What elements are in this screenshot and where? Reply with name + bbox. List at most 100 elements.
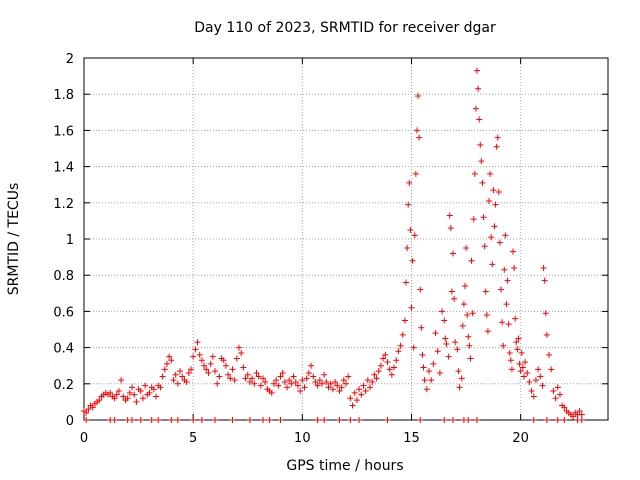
data-point <box>413 127 420 134</box>
data-point <box>168 357 175 364</box>
data-point <box>146 389 153 396</box>
data-point <box>303 375 310 382</box>
y-tick-label: 0.8 <box>53 269 74 284</box>
data-point <box>514 346 521 353</box>
data-point <box>203 366 210 373</box>
y-tick-label: 1 <box>66 233 74 248</box>
data-point <box>238 350 245 357</box>
data-point <box>478 158 485 165</box>
data-point <box>377 362 384 369</box>
data-point <box>347 395 354 402</box>
data-point <box>443 340 450 347</box>
data-point <box>416 134 423 141</box>
data-point <box>83 409 90 416</box>
data-point <box>554 417 561 423</box>
data-point <box>541 277 548 284</box>
data-point <box>229 417 236 423</box>
data-point <box>89 404 96 411</box>
data-point <box>543 417 550 423</box>
x-axis-label: GPS time / hours <box>286 458 403 474</box>
data-point <box>578 417 585 423</box>
data-point <box>395 348 402 355</box>
data-point <box>325 384 332 391</box>
data-point <box>474 67 480 74</box>
data-point <box>445 353 452 360</box>
data-point <box>418 324 425 331</box>
data-point <box>469 310 476 317</box>
data-point <box>305 369 312 376</box>
data-point <box>441 317 448 324</box>
data-point <box>96 397 103 404</box>
data-point <box>417 286 424 293</box>
data-point <box>137 417 144 423</box>
data-point <box>425 368 432 375</box>
data-point <box>297 388 304 395</box>
data-point <box>500 342 507 349</box>
data-point <box>318 380 325 387</box>
data-point <box>316 377 323 384</box>
data-point <box>493 143 500 150</box>
data-point <box>131 391 138 398</box>
data-point <box>129 417 136 423</box>
data-point <box>506 350 513 357</box>
data-point <box>214 380 221 387</box>
data-point <box>470 216 477 223</box>
data-point <box>403 279 410 286</box>
data-point <box>520 373 527 380</box>
data-point <box>198 417 205 423</box>
data-point <box>471 170 478 177</box>
data-point <box>456 384 463 391</box>
data-point <box>498 286 505 293</box>
data-point <box>198 357 205 364</box>
data-point <box>401 317 408 324</box>
data-point <box>118 377 125 384</box>
data-point <box>382 351 389 358</box>
data-point <box>288 380 295 387</box>
data-point <box>207 360 214 367</box>
data-point <box>546 351 553 358</box>
data-point <box>356 386 363 393</box>
data-point <box>111 395 118 402</box>
data-point <box>115 388 122 395</box>
data-point <box>570 413 577 420</box>
data-point <box>286 377 293 384</box>
data-point <box>479 179 486 186</box>
data-point <box>516 360 523 367</box>
data-point <box>205 369 212 376</box>
y-tick-label: 1.4 <box>53 161 74 176</box>
data-point <box>187 366 194 373</box>
data-point <box>275 382 282 389</box>
data-point <box>364 377 371 384</box>
data-point <box>409 257 416 264</box>
data-point <box>251 380 258 387</box>
data-point <box>85 406 92 413</box>
data-point <box>436 369 443 376</box>
data-point <box>406 179 413 186</box>
data-point <box>482 288 489 295</box>
data-point <box>505 321 512 328</box>
data-point <box>185 369 192 376</box>
data-point <box>464 312 471 319</box>
data-point <box>446 212 453 219</box>
data-point <box>472 105 479 112</box>
data-point <box>216 373 223 380</box>
data-point <box>336 417 343 423</box>
data-point <box>386 366 393 373</box>
data-point <box>510 248 517 255</box>
data-point <box>397 342 404 349</box>
data-point <box>139 395 146 402</box>
data-point <box>434 348 441 355</box>
data-point <box>321 371 328 378</box>
x-tick-label: 10 <box>294 431 311 446</box>
data-point <box>511 264 518 271</box>
data-point <box>266 417 273 423</box>
data-point <box>508 366 515 373</box>
data-point <box>236 344 243 351</box>
data-point <box>488 234 495 241</box>
data-point <box>209 353 216 360</box>
data-point <box>576 407 583 414</box>
data-point <box>480 214 487 221</box>
data-point <box>465 333 472 340</box>
data-point <box>384 359 391 366</box>
data-point <box>229 366 236 373</box>
